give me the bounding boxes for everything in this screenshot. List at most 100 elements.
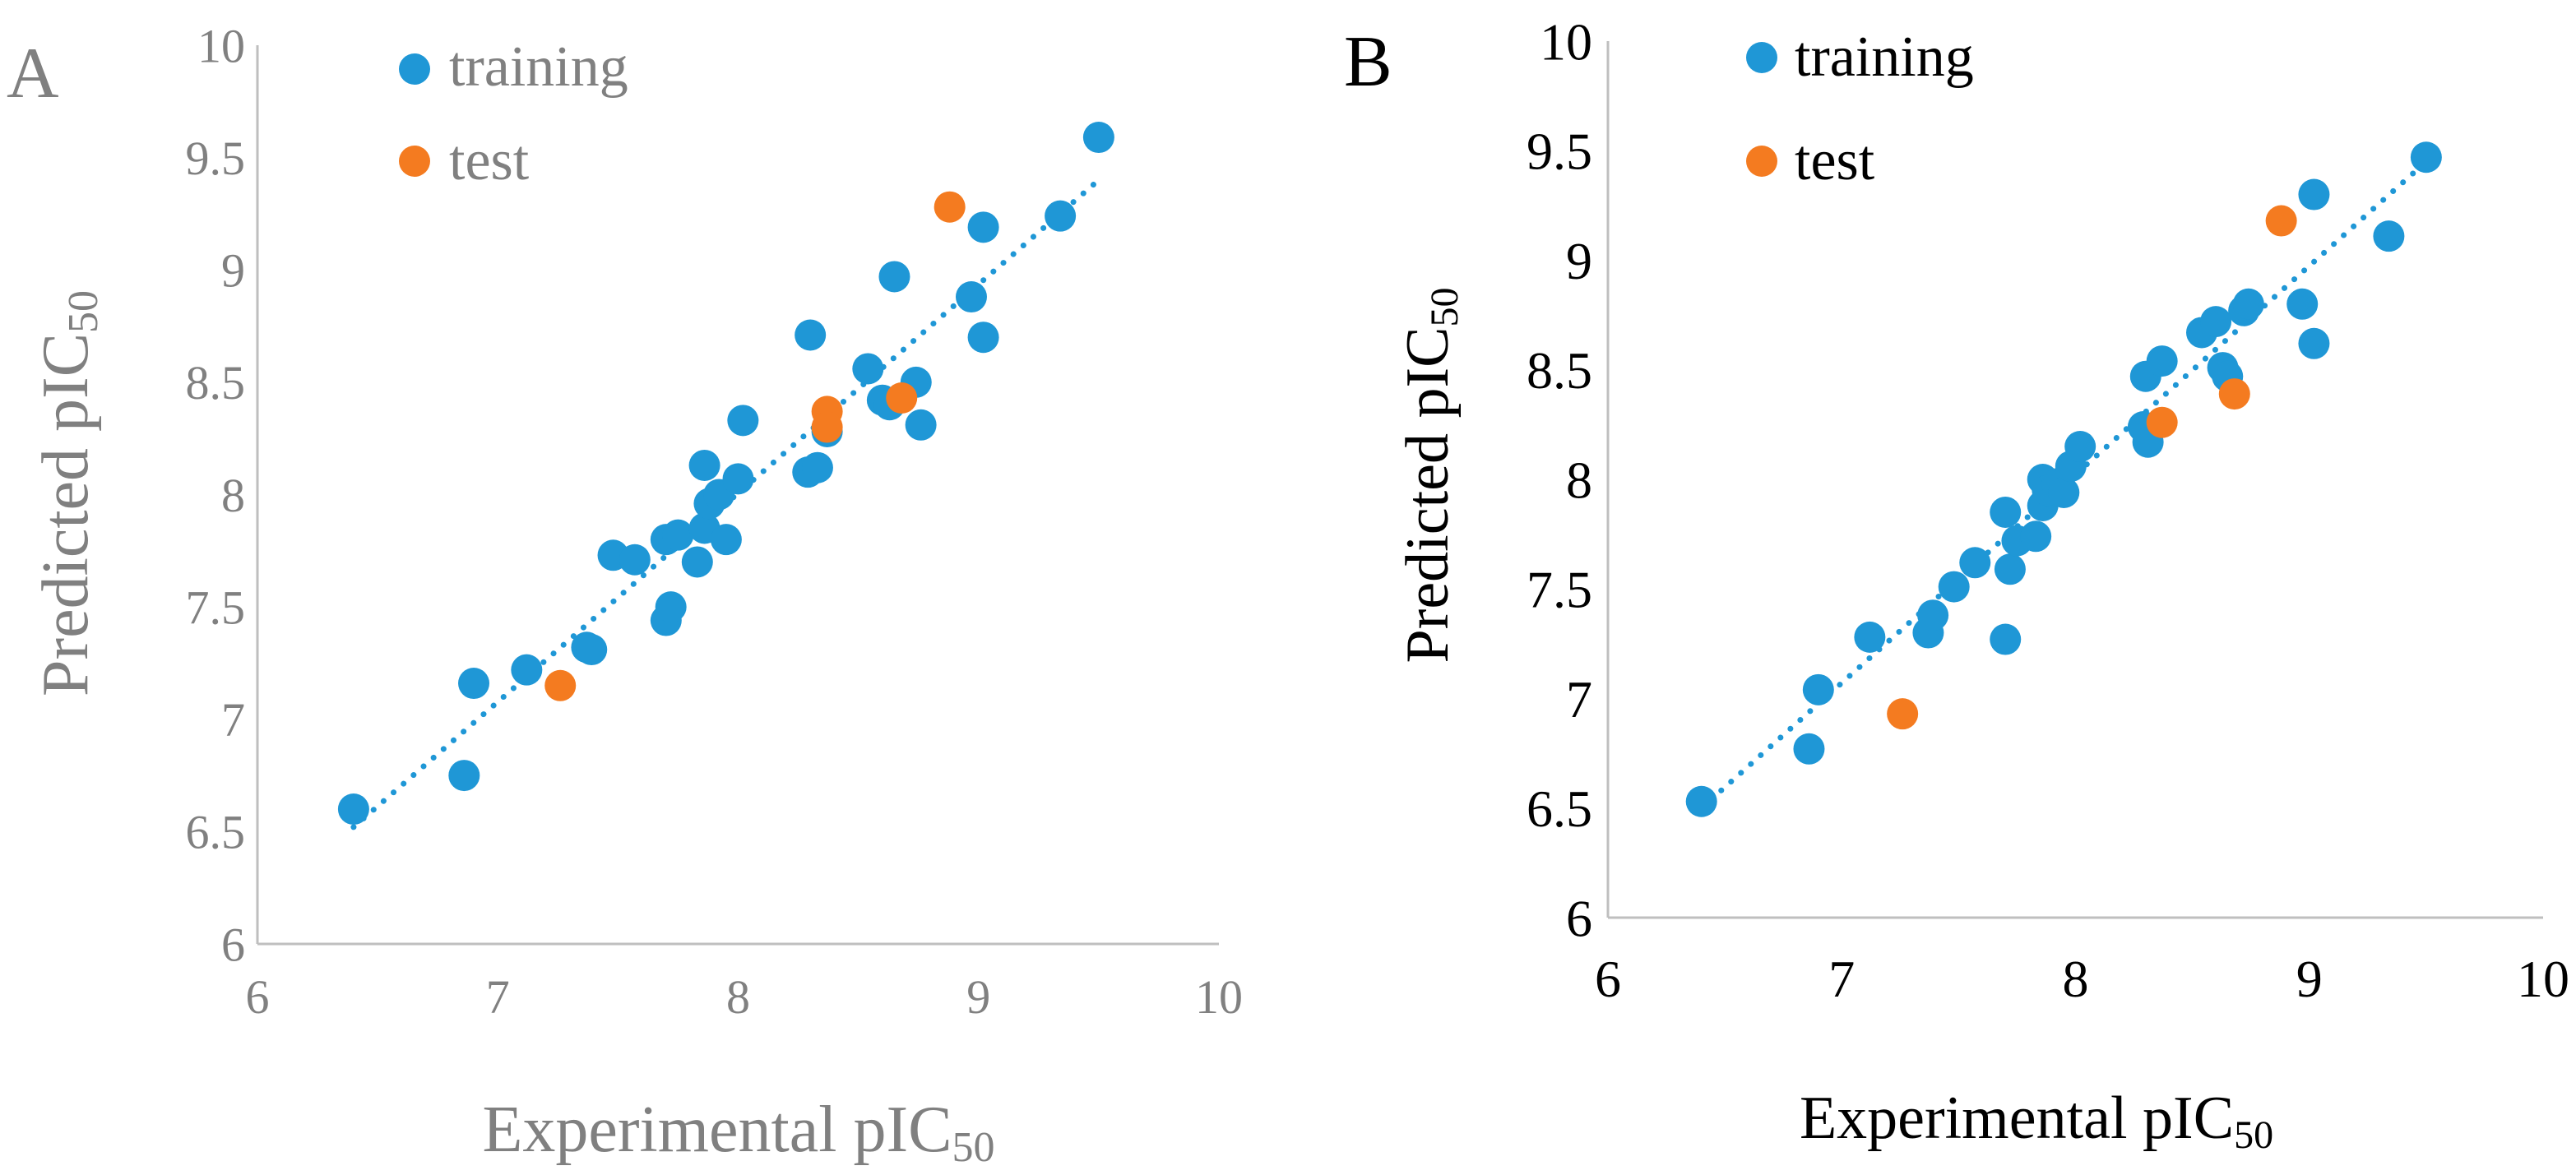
- points-b: [1685, 141, 2442, 817]
- test-point-a-1: [544, 669, 577, 701]
- training-point-b-1: [1685, 785, 1717, 817]
- training-point-a-8: [619, 544, 651, 576]
- training-point-a-30: [905, 409, 937, 441]
- y-tick-label-a: 8.5: [186, 356, 246, 409]
- x-tick-label-a: 10: [1195, 970, 1243, 1024]
- y-tick-label-b: 7.5: [1527, 561, 1592, 619]
- x-tick-labels-b: 6 7 8 9 10: [1595, 950, 2569, 1008]
- legend-a: training test: [399, 35, 628, 192]
- y-tick-label-b: 9: [1566, 232, 1592, 290]
- training-point-a-22: [795, 319, 827, 351]
- x-tick-label-b: 9: [2296, 950, 2323, 1008]
- x-tick-label-b: 8: [2063, 950, 2089, 1008]
- legend-test-label-b: test: [1795, 129, 1875, 192]
- y-tick-label-a: 7: [221, 693, 245, 747]
- y-tick-label-b: 6.5: [1527, 779, 1592, 838]
- training-point-b-20: [2064, 431, 2096, 463]
- training-point-a-33: [967, 322, 999, 354]
- points-a: [337, 122, 1114, 826]
- x-tick-label-b: 10: [2517, 950, 2569, 1008]
- test-point-b-3: [2218, 378, 2250, 410]
- y-tick-label-b: 7: [1566, 670, 1592, 729]
- legend-training-label-b: training: [1795, 25, 1974, 89]
- trendline-b: [1698, 159, 2430, 812]
- x-axis-title-a: Experimental pIC50: [483, 1094, 995, 1171]
- training-point-a-10: [655, 591, 687, 623]
- test-point-a-5: [934, 191, 966, 223]
- training-point-b-31: [2286, 288, 2319, 320]
- x-tick-label-b: 7: [1828, 950, 1855, 1008]
- x-tick-label-a: 6: [246, 970, 270, 1024]
- training-point-b-6: [1917, 599, 1949, 631]
- training-point-a-3: [458, 668, 490, 700]
- y-tick-label-a: 10: [197, 19, 245, 72]
- training-point-b-2: [1793, 733, 1825, 765]
- y-axis-title-a: Predicted pIC50: [30, 290, 107, 696]
- legend-test-marker-b: [1746, 146, 1777, 177]
- training-point-b-33: [2298, 327, 2330, 359]
- test-point-a-4: [886, 382, 918, 414]
- training-point-b-11: [1990, 496, 2022, 528]
- panel-label-a: A: [7, 34, 59, 113]
- training-point-a-12: [662, 519, 694, 551]
- x-tick-label-b: 6: [1595, 950, 1621, 1008]
- training-point-a-13: [681, 546, 713, 578]
- panel-label-b: B: [1344, 22, 1392, 102]
- training-point-b-18: [2048, 476, 2080, 508]
- training-point-b-32: [2298, 178, 2330, 210]
- training-point-a-35: [1082, 122, 1114, 154]
- test-point-a-3: [811, 411, 843, 443]
- training-point-b-4: [1854, 621, 1886, 653]
- chart-panel-b: B 6 6.5 7 7.5 8 8.5 9 9.5 10 6 7 8 9 10 training tes…: [1344, 12, 2569, 1157]
- y-tick-label-a: 8: [221, 469, 245, 522]
- y-tick-label-b: 8.5: [1527, 341, 1592, 400]
- trendline-b: [1698, 159, 2430, 812]
- training-point-b-34: [2373, 220, 2405, 252]
- training-point-a-31: [955, 281, 987, 313]
- test-point-b-1: [1887, 698, 1919, 730]
- y-tick-label-a: 7.5: [186, 581, 246, 634]
- training-point-b-35: [2410, 141, 2442, 173]
- training-point-b-3: [1802, 673, 1834, 705]
- legend-training-marker-b: [1746, 42, 1777, 73]
- training-point-b-7: [1938, 571, 1970, 603]
- y-tick-label-b: 6: [1566, 889, 1592, 947]
- y-tick-label-b: 9.5: [1527, 123, 1592, 181]
- training-point-a-20: [727, 405, 759, 437]
- training-point-b-8: [1959, 547, 1991, 579]
- training-point-b-24: [2146, 345, 2178, 377]
- x-axis-title-b: Experimental pIC50: [1800, 1085, 2273, 1157]
- training-point-a-18: [710, 524, 742, 556]
- training-point-a-4: [511, 654, 543, 686]
- legend-test-label-a: test: [449, 129, 530, 192]
- training-point-a-32: [967, 211, 999, 243]
- test-point-b-4: [2265, 205, 2297, 237]
- training-point-b-13: [2020, 520, 2052, 553]
- training-point-a-14: [688, 449, 720, 481]
- y-tick-label-b: 10: [1540, 12, 1592, 71]
- training-point-a-19: [722, 463, 754, 495]
- training-point-a-23: [801, 451, 833, 483]
- y-tick-label-b: 8: [1566, 451, 1592, 509]
- training-point-a-28: [878, 261, 910, 293]
- y-tick-labels-b: 6 6.5 7 7.5 8 8.5 9 9.5 10: [1527, 12, 1592, 947]
- legend-b: training test: [1746, 25, 1974, 192]
- y-tick-label-a: 9.5: [186, 132, 246, 185]
- training-point-a-1: [337, 793, 369, 826]
- x-tick-label-a: 8: [726, 970, 750, 1024]
- y-tick-label-a: 6: [221, 918, 245, 971]
- test-point-b-2: [2146, 406, 2178, 438]
- training-point-b-9: [1990, 623, 2022, 655]
- y-tick-label-a: 9: [221, 244, 245, 298]
- y-tick-labels-a: 6 6.5 7 7.5 8 8.5 9 9.5 10: [186, 19, 246, 971]
- training-point-b-30: [2232, 288, 2264, 320]
- y-tick-label-a: 6.5: [186, 806, 246, 859]
- training-point-a-2: [448, 760, 480, 792]
- y-axis-title-b: Predicted pIC50: [1394, 288, 1466, 664]
- training-point-a-34: [1045, 200, 1077, 232]
- x-tick-label-a: 7: [486, 970, 510, 1024]
- training-point-b-26: [2200, 306, 2232, 338]
- x-tick-label-a: 9: [966, 970, 990, 1024]
- x-tick-labels-a: 6 7 8 9 10: [246, 970, 1244, 1024]
